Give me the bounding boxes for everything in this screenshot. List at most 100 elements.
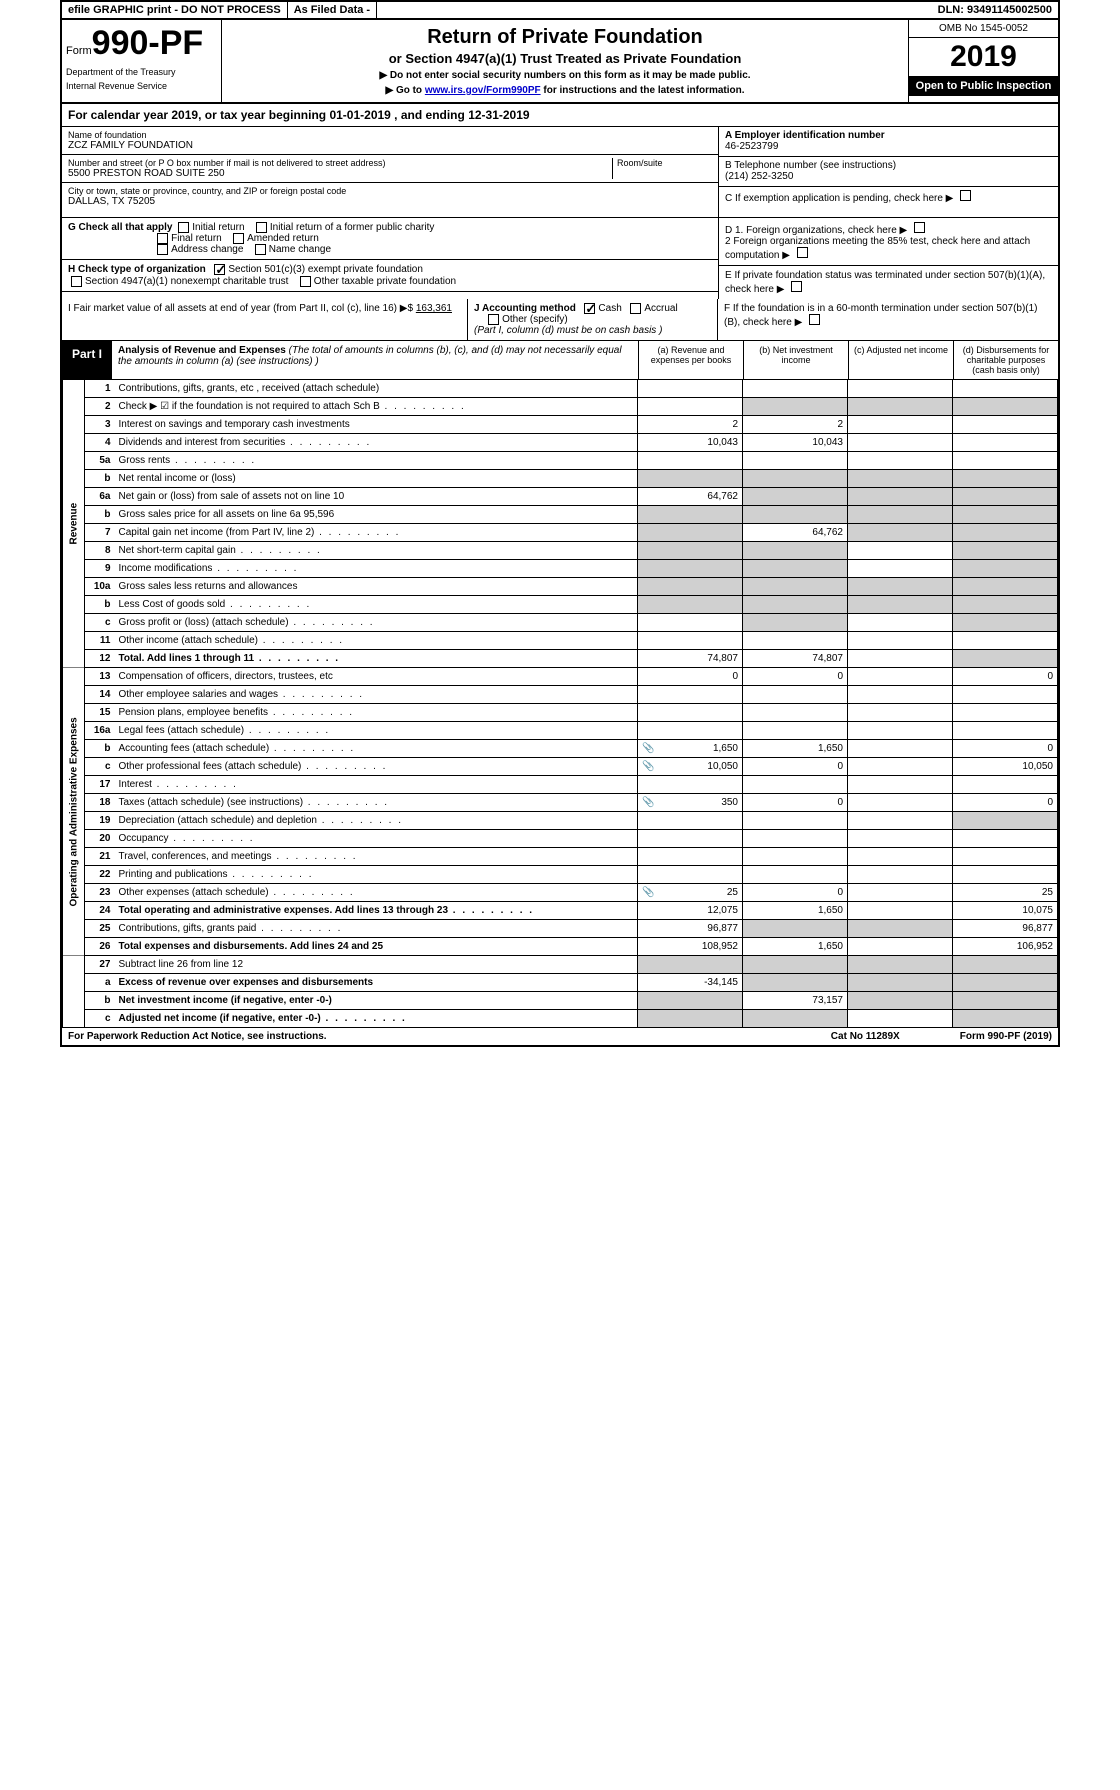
cell-value [848,596,953,614]
form-num-big: 990-PF [92,24,204,62]
checkbox-initial-former[interactable] [256,222,267,233]
cell-value [638,398,743,416]
cell-value [743,632,848,650]
checkbox-other-tax[interactable] [300,276,311,287]
cell-value [743,1010,848,1028]
bottom-table: 27Subtract line 26 from line 12aExcess o… [62,956,1058,1028]
line-desc: Printing and publications [115,866,638,884]
col-b-header: (b) Net investment income [743,341,848,379]
checkbox-4947[interactable] [71,276,82,287]
checkbox-c[interactable] [960,190,971,201]
cell-value [953,398,1058,416]
cell-value [743,578,848,596]
line-desc: Gross rents [115,452,638,470]
info-grid: Name of foundation ZCZ FAMILY FOUNDATION… [62,127,1058,218]
cell-value [743,686,848,704]
attach-icon[interactable]: 📎 [642,743,654,754]
cell-value [953,578,1058,596]
line-desc: Subtract line 26 from line 12 [115,956,638,974]
line-desc: Net investment income (if negative, ente… [115,992,638,1010]
cell-value [953,650,1058,668]
cell-value [743,452,848,470]
cell-value [743,812,848,830]
footer-right: Form 990-PF (2019) [960,1031,1052,1042]
checkbox-d1[interactable] [914,222,925,233]
line-number: 6a [85,488,115,506]
checkbox-name[interactable] [255,244,266,255]
cell-value [953,560,1058,578]
revenue-table: Revenue1Contributions, gifts, grants, et… [62,380,1058,668]
checkbox-other[interactable] [488,314,499,325]
attach-icon[interactable]: 📎 [642,761,654,772]
line-number: 20 [85,830,115,848]
line-desc: Legal fees (attach schedule) [115,722,638,740]
cell-value [848,398,953,416]
cell-value [848,416,953,434]
section-h: H Check type of organization Section 501… [62,260,718,291]
cell-value [638,956,743,974]
cell-value: 74,807 [743,650,848,668]
cell-value: 10,043 [743,434,848,452]
ein-label: A Employer identification number [725,130,1052,141]
side-spacer [63,956,85,1028]
checkbox-initial[interactable] [178,222,189,233]
cell-value [848,938,953,956]
checkbox-f[interactable] [809,314,820,325]
checkbox-e[interactable] [791,281,802,292]
cell-value [848,848,953,866]
part1-label: Part I [62,341,112,379]
form-prefix: Form [66,45,92,57]
cell-value [638,812,743,830]
omb-number: OMB No 1545-0052 [909,20,1058,38]
cell-value [743,776,848,794]
checkbox-final[interactable] [157,233,168,244]
checkbox-amended[interactable] [233,233,244,244]
irs-link[interactable]: www.irs.gov/Form990PF [425,85,541,96]
city-label: City or town, state or province, country… [68,186,712,196]
cell-value [743,920,848,938]
cell-value [848,524,953,542]
cell-value [848,902,953,920]
checkbox-address[interactable] [157,244,168,255]
cell-value [848,866,953,884]
line-number: b [85,470,115,488]
line-number: 26 [85,938,115,956]
cell-value: 96,877 [953,920,1058,938]
attach-icon[interactable]: 📎 [642,887,654,898]
cell-value [848,488,953,506]
h-opt2: Section 4947(a)(1) nonexempt charitable … [85,276,288,287]
j-label: J Accounting method [474,303,576,314]
line-desc: Total. Add lines 1 through 11 [115,650,638,668]
line-desc: Occupancy [115,830,638,848]
g-opt3: Amended return [247,233,319,244]
checkbox-cash[interactable] [584,303,595,314]
line-number: 15 [85,704,115,722]
cell-value [743,704,848,722]
cell-value: 73,157 [743,992,848,1010]
line-desc: Pension plans, employee benefits [115,704,638,722]
cell-value: 2 [743,416,848,434]
cell-value [848,974,953,992]
cell-value [743,542,848,560]
cell-value [638,1010,743,1028]
checkbox-501c3[interactable] [214,264,225,275]
g-opt4: Address change [171,244,243,255]
line-number: 21 [85,848,115,866]
checkbox-accrual[interactable] [630,303,641,314]
checkbox-d2[interactable] [797,247,808,258]
cell-value [638,848,743,866]
cell-value [743,830,848,848]
cell-value [848,758,953,776]
line-desc: Net gain or (loss) from sale of assets n… [115,488,638,506]
cell-value: 10,075 [953,902,1058,920]
cell-value [848,668,953,686]
cell-value [743,488,848,506]
col-d-header: (d) Disbursements for charitable purpose… [953,341,1058,379]
cell-value [743,506,848,524]
cell-value [953,956,1058,974]
line-desc: Dividends and interest from securities [115,434,638,452]
cell-value [953,542,1058,560]
cell-value: 64,762 [638,488,743,506]
cell-value [848,506,953,524]
attach-icon[interactable]: 📎 [642,797,654,808]
